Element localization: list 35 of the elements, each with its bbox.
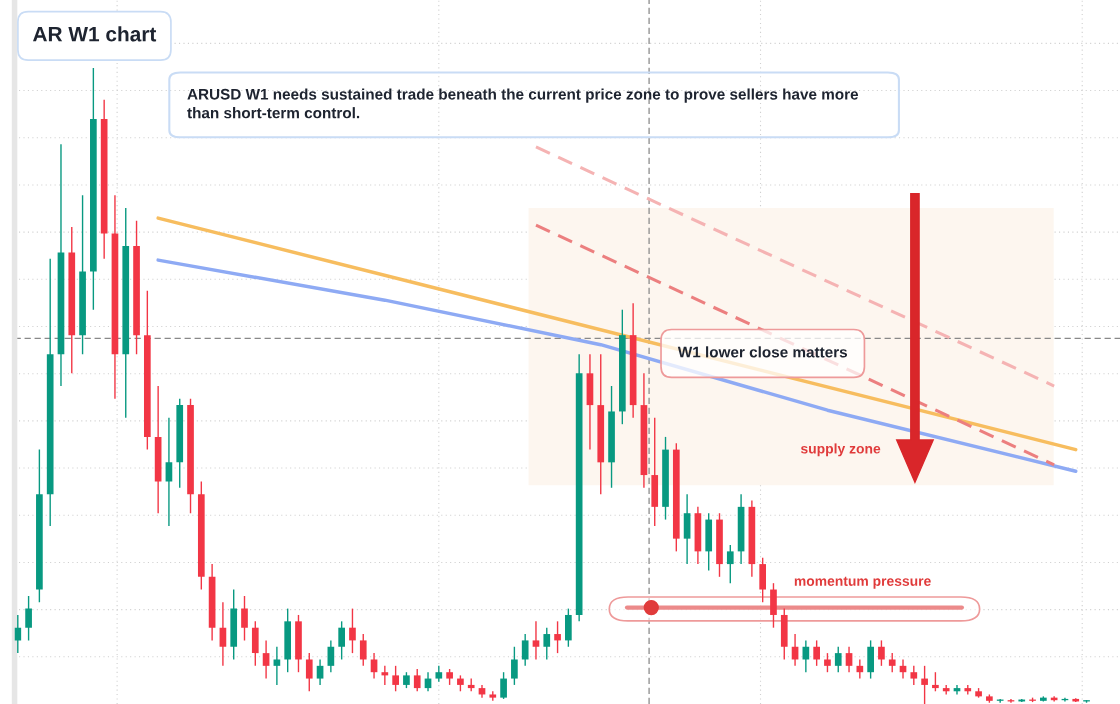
candlestick — [921, 665, 928, 704]
candlestick — [500, 671, 507, 700]
candlestick — [554, 620, 561, 654]
chart-title: AR W1 chart — [33, 26, 157, 42]
candlestick — [888, 652, 896, 673]
candlestick — [726, 544, 734, 584]
annotation: ARUSD W1 needs sustained trade beneath the current price zone to prove sellers have more than short-term control. — [187, 88, 859, 119]
candlestick — [349, 607, 356, 654]
candlestick — [878, 639, 885, 667]
candlestick — [910, 665, 918, 686]
candlestick — [381, 665, 389, 686]
candlestick — [338, 620, 345, 661]
candlestick — [932, 671, 939, 692]
annotation: momentum pressure — [794, 576, 931, 589]
candlestick — [824, 652, 831, 673]
candlestick — [241, 595, 248, 642]
candlestick — [25, 595, 32, 642]
candlestick — [273, 646, 281, 686]
candlestick — [532, 620, 540, 661]
annotation: W1 lower close matters — [677, 346, 848, 358]
candlestick — [813, 639, 820, 667]
candlestick — [856, 658, 864, 680]
candlestick — [521, 633, 529, 667]
band-label: supply zone — [800, 443, 881, 457]
candlestick — [511, 646, 518, 686]
candlestick — [262, 639, 270, 680]
candlestick — [370, 652, 378, 680]
candlestick — [845, 646, 853, 673]
candlestick — [834, 646, 842, 673]
candlestick — [413, 668, 421, 692]
candlestick — [543, 626, 551, 661]
candlestick — [359, 633, 367, 667]
candlestick — [305, 652, 313, 692]
candlestick — [316, 658, 324, 686]
candlestick — [392, 665, 399, 692]
